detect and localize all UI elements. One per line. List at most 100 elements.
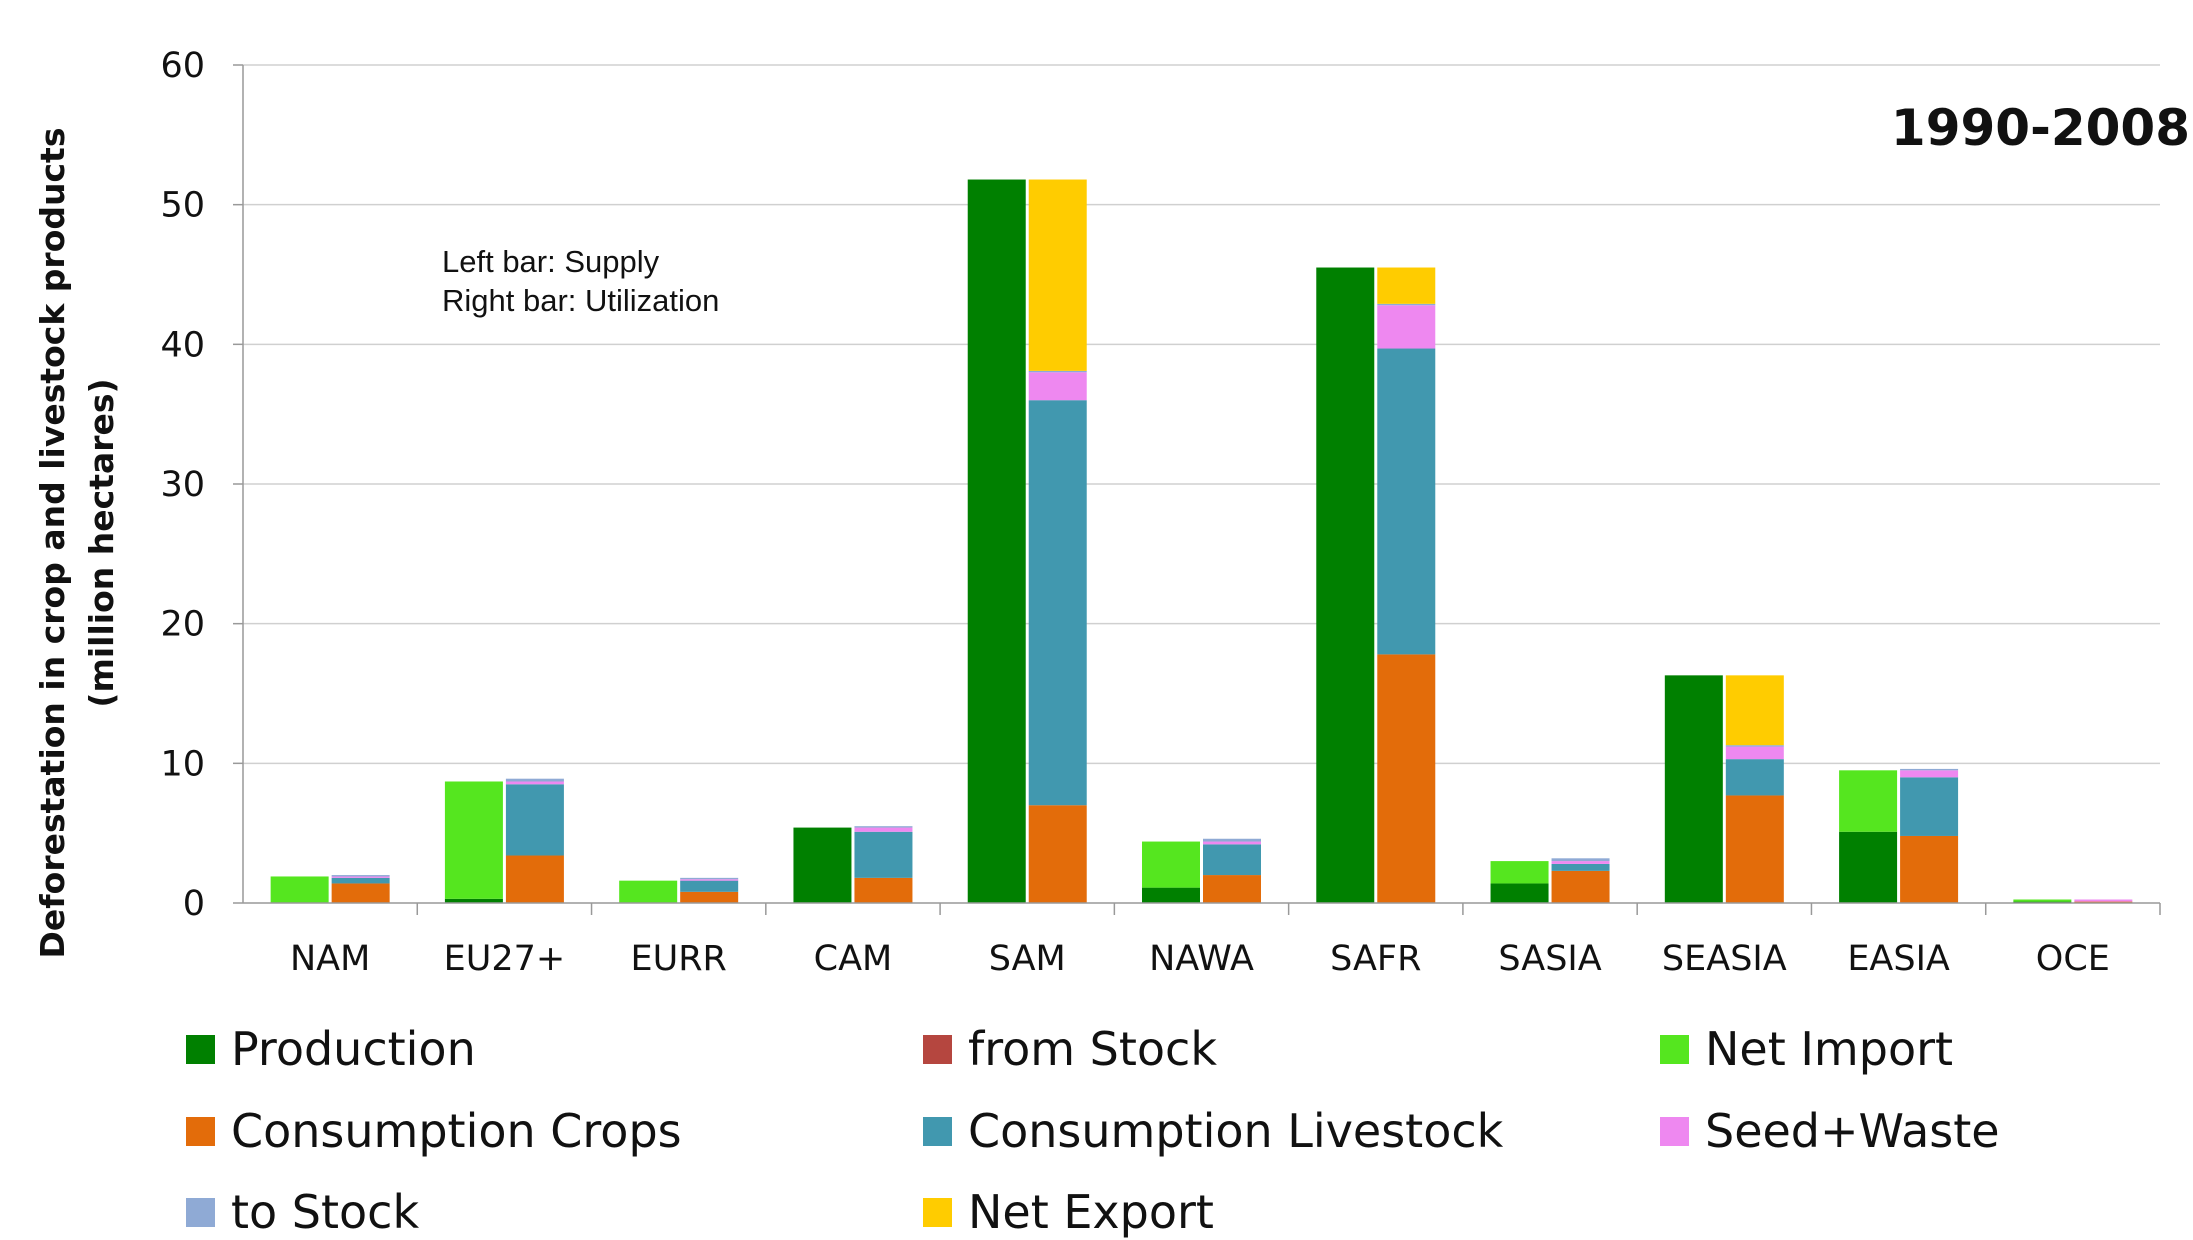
x-tick-label: EASIA [1847,939,1950,979]
bar-supply-OCE-net-import [2013,899,2072,902]
bar-supply-EU27+-net-import [444,781,503,899]
bar-supply-EU27+-production [444,898,503,903]
note-left-bar: Left bar: Supply [442,244,660,279]
y-axis-label-line1: Deforestation in crop and livestock prod… [33,128,72,959]
bar-utilization-SAFR-consumption-livestock [1377,348,1436,655]
bar-supply-CAM-production [793,827,852,903]
bar-supply-EURR-net-import [619,880,678,903]
bar-utilization-NAWA-to-stock [1203,838,1261,842]
bar-utilization-OCE-seed-waste [2074,899,2133,902]
bar-utilization-SAM-consumption-livestock [1028,400,1087,806]
x-tick-label: SAM [989,939,1066,979]
y-tick-label: 60 [160,46,205,86]
bar-utilization-EASIA-consumption-livestock [1900,777,1959,836]
bar-utilization-NAWA-consumption-livestock [1203,844,1261,876]
bar-supply-NAM-net-import [270,876,329,903]
chart-title-period: 1990-2008 [1891,99,2190,157]
bar-utilization-NAM-to-stock [331,875,390,877]
note-right-bar: Right bar: Utilization [442,283,719,318]
legend: Production from Stock Net Import Consumptio… [186,1022,2000,1239]
bar-utilization-SASIA-consumption-crops [1551,870,1610,903]
legend-swatch-consumption-livestock [923,1117,952,1146]
bar-utilization-SAFR-seed-waste [1377,305,1436,349]
x-tick-label: EURR [630,939,726,979]
bar-utilization-NAM-consumption-crops [331,883,390,903]
bar-utilization-NAWA-consumption-crops [1203,875,1261,903]
bar-utilization-SASIA-to-stock [1551,858,1610,862]
bar-supply-SAFR-production [1316,267,1375,903]
legend-label: Net Import [1705,1022,1953,1076]
y-tick-label: 20 [160,605,205,645]
bar-utilization-SAM-consumption-crops [1028,805,1087,903]
x-tick-label: SAFR [1330,939,1421,979]
y-tick-label: 40 [160,325,205,365]
axes [233,64,2161,915]
legend-swatch-production [186,1035,215,1064]
legend-label: Consumption Livestock [968,1104,1504,1158]
y-tick-label: 30 [160,465,205,505]
y-axis-label-line2: (million hectares) [82,378,121,707]
bar-utilization-NAM-consumption-livestock [331,877,390,884]
bar-utilization-CAM-consumption-livestock [854,831,913,878]
legend-label: Net Export [968,1185,1214,1239]
bar-supply-SEASIA-production [1664,675,1723,903]
bar-utilization-EURR-consumption-livestock [680,880,739,892]
bar-utilization-SAFR-consumption-crops [1377,654,1436,903]
bar-utilization-EURR-to-stock [680,877,739,880]
bar-utilization-CAM-consumption-crops [854,877,913,903]
x-tick-label: NAM [290,939,370,979]
bar-utilization-EU27+-consumption-livestock [505,784,564,856]
bar-utilization-SAM-seed-waste [1028,372,1087,401]
bar-supply-SASIA-production [1490,883,1549,903]
x-tick-label: SEASIA [1662,939,1787,979]
bar-supply-SAM-production [967,179,1026,903]
bar-utilization-SEASIA-to-stock [1725,745,1784,747]
bar-supply-EASIA-production [1839,831,1898,903]
bar-utilization-EURR-seed-waste [680,879,739,881]
bar-utilization-NAM-seed-waste [331,876,390,878]
y-tick-label: 10 [160,744,205,784]
x-tick-label: EU27+ [444,939,566,979]
legend-swatch-from-stock [923,1035,952,1064]
legend-label: from Stock [968,1022,1217,1076]
bar-supply-EASIA-net-import [1839,770,1898,832]
y-tick-labels: 0 10 20 30 40 50 60 [160,46,205,924]
bar-supply-SASIA-net-import [1490,861,1549,884]
x-tick-label: OCE [2036,939,2110,979]
legend-swatch-consumption-crops [186,1117,215,1146]
x-tick-label: SASIA [1498,939,1601,979]
bar-utilization-SEASIA-seed-waste [1725,746,1784,760]
x-tick-label: CAM [814,939,893,979]
bar-utilization-SAM-net-export [1028,179,1087,371]
bar-utilization-CAM-seed-waste [854,827,913,832]
bar-utilization-SEASIA-net-export [1725,675,1784,746]
y-tick-label: 0 [183,884,205,924]
legend-swatch-to-stock [186,1198,215,1227]
bar-utilization-EASIA-seed-waste [1900,770,1959,778]
bar-utilization-EU27+-to-stock [505,778,564,782]
bar-utilization-SAFR-net-export [1377,267,1436,304]
bar-utilization-EASIA-to-stock [1900,768,1959,771]
bar-utilization-EURR-consumption-crops [680,891,739,903]
bar-utilization-SAM-to-stock [1028,370,1087,373]
bar-utilization-EASIA-consumption-crops [1900,835,1959,903]
legend-label: Consumption Crops [231,1104,682,1158]
x-tick-label: NAWA [1149,939,1254,979]
legend-label: Seed+Waste [1705,1104,2000,1158]
gridlines [243,64,2160,765]
bar-utilization-SEASIA-consumption-crops [1725,795,1784,903]
bar-utilization-SEASIA-consumption-livestock [1725,759,1784,796]
bar-utilization-EU27+-consumption-crops [505,855,564,903]
legend-label: to Stock [231,1185,419,1239]
bar-utilization-EU27+-seed-waste [505,781,564,785]
bar-utilization-NAWA-seed-waste [1203,841,1261,845]
bars [270,179,2133,903]
x-tick-labels: NAM EU27+ EURR CAM SAM NAWA SAFR SASIA SEASIA EAS… [290,939,2110,979]
y-tick-label: 50 [160,186,205,226]
bar-supply-NAWA-production [1142,887,1200,903]
legend-label: Production [231,1022,476,1076]
bar-utilization-SASIA-seed-waste [1551,861,1610,864]
bar-utilization-SAFR-to-stock [1377,303,1436,306]
bar-utilization-CAM-to-stock [854,826,913,828]
